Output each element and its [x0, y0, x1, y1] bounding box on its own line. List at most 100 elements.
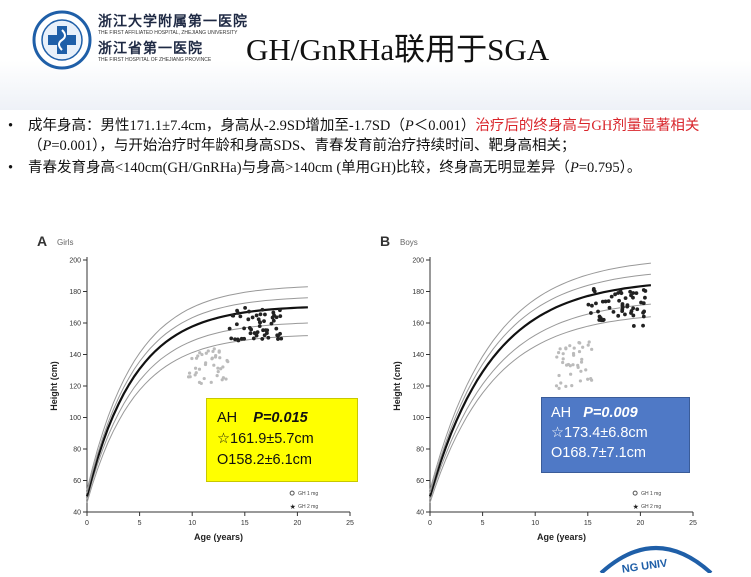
data-point-gh1 [194, 371, 198, 375]
panel-letter: B [380, 233, 390, 249]
data-point-gh1 [558, 347, 562, 351]
legend-marker-gh1 [289, 490, 295, 496]
data-point-gh2 [600, 299, 605, 304]
data-point-gh2 [239, 336, 244, 341]
ah-line-1: ☆173.4±6.8cm [551, 425, 648, 441]
data-point-gh1 [581, 345, 585, 349]
data-point-gh2 [590, 303, 594, 308]
data-point-gh1 [561, 357, 565, 361]
data-point-gh2 [631, 291, 636, 295]
legend-marker-gh1 [632, 490, 638, 496]
data-point-gh2 [643, 295, 647, 300]
bullet-list: • 成年身高：男性171.1±7.4cm，身高从-2.9SD增加至-1.7SD（… [6, 116, 746, 180]
reference-curve [428, 284, 652, 497]
data-point-gh2 [266, 335, 271, 340]
data-point-gh2 [613, 292, 618, 297]
data-point-gh2 [606, 299, 611, 304]
data-point-gh1 [210, 356, 214, 360]
y-tick-label: 80 [73, 447, 81, 454]
data-point-gh2 [589, 311, 593, 315]
annotation-box-boys: AH P=0.009 ☆173.4±6.8cm O168.7±7.1cm [541, 397, 690, 473]
data-point-gh2 [250, 315, 255, 320]
y-tick-label: 120 [412, 384, 424, 391]
data-point-gh2 [260, 307, 265, 312]
reference-curve [85, 306, 308, 497]
reference-curve [429, 262, 651, 491]
data-point-gh2 [247, 326, 252, 330]
annotation-box-girls: AH P=0.015 ☆161.9±5.7cm O158.2±6.1cm [206, 398, 358, 482]
legend-label-gh1: GH 1 mg [298, 491, 318, 497]
data-point-gh2 [623, 312, 627, 317]
data-point-gh2 [596, 309, 600, 314]
data-point-gh1 [586, 343, 590, 347]
x-axis-label: Age (years) [194, 532, 243, 542]
data-point-gh2 [642, 309, 646, 314]
data-point-gh1 [572, 353, 576, 357]
bullet-text: 青春发育身高<140cm(GH/GnRHa)与身高>140cm (单用GH)比较… [28, 160, 570, 176]
bullet-dot: • [8, 118, 14, 134]
data-point-gh2 [236, 338, 241, 343]
hospital-name-en-2: THE FIRST HOSPITAL OF ZHEJIANG PROVINCE [98, 57, 212, 63]
data-point-gh2 [252, 331, 257, 335]
data-point-gh1 [577, 349, 582, 354]
data-point-gh2 [586, 302, 591, 307]
data-point-gh2 [643, 289, 648, 293]
bullet-text: 成年身高：男性171.1±7.4cm，身高从-2.9SD增加至-1.7SD（ [28, 118, 405, 134]
slide-title: GH/GnRHa联用于SGA [246, 32, 550, 67]
data-point-gh1 [215, 374, 219, 378]
data-point-gh2 [611, 309, 616, 314]
data-point-gh1 [572, 346, 576, 350]
growth-chart-boys: B Boys 40 60 80 100 120 140 160 180 200 0 5 10 15 20 25 A… [380, 233, 697, 542]
data-point-gh1 [219, 367, 223, 371]
data-point-gh2 [233, 337, 237, 342]
data-point-gh2 [625, 304, 630, 309]
x-tick-label: 25 [346, 520, 354, 527]
data-point-gh1 [568, 344, 572, 348]
data-point-gh2 [620, 309, 625, 314]
data-point-gh2 [236, 311, 241, 315]
data-point-gh1 [198, 351, 202, 355]
data-point-gh2 [616, 313, 621, 318]
data-point-gh2 [261, 328, 265, 333]
bullet-text: （ [28, 138, 43, 154]
data-point-gh1 [203, 362, 208, 367]
data-point-gh2 [269, 321, 274, 326]
data-point-gh2 [274, 315, 279, 320]
data-point-gh2 [278, 331, 282, 336]
data-point-gh2 [247, 309, 251, 314]
legend-label-gh2: GH 2 mg [298, 504, 318, 510]
reference-curve [429, 273, 651, 494]
data-point-gh2 [248, 331, 253, 336]
data-point-gh1 [564, 384, 568, 388]
data-point-gh1 [212, 363, 216, 367]
data-point-gh2 [262, 333, 267, 338]
data-point-gh2 [641, 323, 645, 328]
data-point-gh2 [246, 317, 251, 322]
y-tick-label: 140 [412, 352, 424, 359]
y-tick-label: 60 [73, 478, 81, 485]
x-tick-label: 5 [138, 520, 142, 527]
x-tick-label: 0 [85, 520, 89, 527]
data-point-gh2 [635, 307, 640, 312]
data-point-gh1 [561, 352, 565, 356]
data-point-gh2 [623, 296, 628, 301]
x-tick-label: 10 [188, 520, 196, 527]
y-axis-label: Height (cm) [392, 361, 402, 411]
bullet-dot: • [8, 160, 14, 176]
p-symbol: P [42, 138, 52, 154]
bullet-item-2: • 青春发育身高<140cm(GH/GnRHa)与身高>140cm (单用GH)… [6, 158, 746, 178]
data-point-gh1 [561, 360, 565, 365]
data-point-gh1 [218, 356, 222, 360]
data-point-gh1 [221, 376, 226, 380]
y-tick-label: 140 [69, 352, 81, 359]
hospital-name-cn-2: 浙江省第一医院 [98, 41, 203, 57]
y-tick-label: 40 [416, 510, 424, 517]
university-seal-fragment: NG UNIV [596, 538, 716, 576]
data-point-gh2 [229, 336, 234, 341]
data-point-gh1 [584, 368, 588, 372]
data-point-gh2 [639, 300, 643, 305]
legend-marker-gh2: ★ [290, 503, 296, 511]
y-tick-label: 100 [69, 415, 81, 422]
data-point-gh2 [260, 337, 265, 341]
data-point-gh1 [202, 376, 206, 381]
